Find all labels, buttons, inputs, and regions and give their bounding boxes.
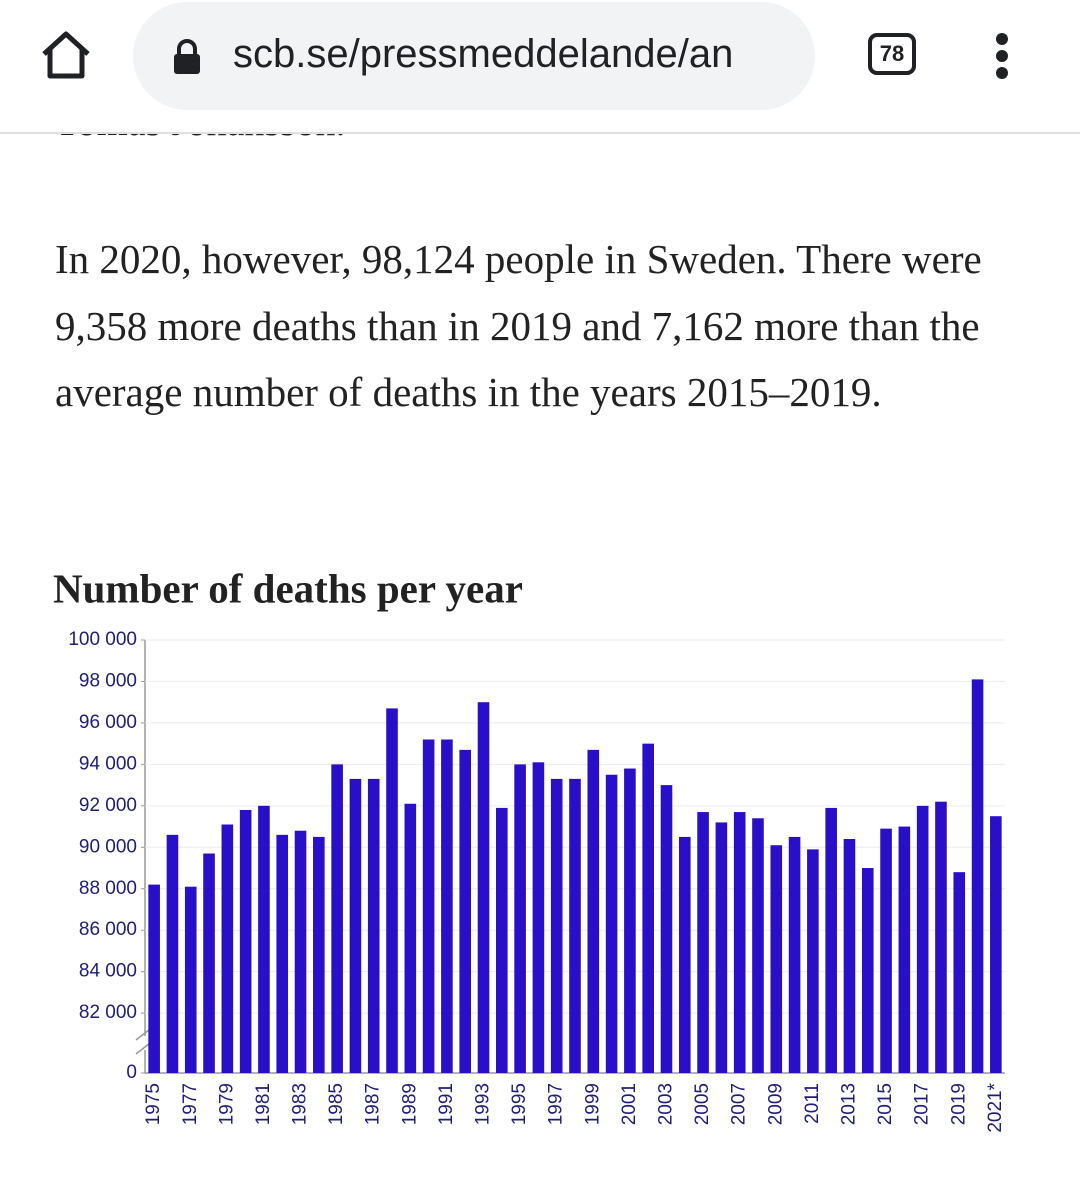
- tab-count[interactable]: 78: [868, 33, 916, 75]
- bar: [898, 826, 911, 1073]
- bar: [422, 739, 435, 1073]
- y-tick-label: 86 000: [79, 919, 137, 940]
- x-tick-label: 1975: [143, 1083, 164, 1125]
- bar: [294, 830, 307, 1073]
- bar: [477, 702, 490, 1073]
- x-tick-label: 2007: [729, 1083, 750, 1125]
- bar: [660, 785, 673, 1073]
- bar: [367, 778, 380, 1073]
- x-tick-label: 1981: [253, 1083, 274, 1125]
- x-tick-label: 1991: [436, 1083, 457, 1125]
- bar: [733, 812, 746, 1073]
- bar: [752, 818, 764, 1073]
- x-tick-label: 1987: [363, 1083, 384, 1125]
- y-tick-label: 82 000: [79, 1002, 137, 1023]
- y-tick-label: 90 000: [79, 836, 137, 857]
- browser-toolbar: scb.se/pressmeddelande/an 78: [0, 0, 1080, 134]
- y-tick-label: 0: [126, 1062, 137, 1083]
- bar: [441, 739, 453, 1073]
- x-tick-label: 1977: [180, 1083, 201, 1125]
- bar: [276, 834, 289, 1073]
- bar: [514, 764, 526, 1073]
- bar: [715, 822, 728, 1073]
- bar: [642, 743, 654, 1073]
- bar: [587, 749, 600, 1073]
- bar: [825, 807, 837, 1073]
- bar: [569, 778, 581, 1073]
- lock-icon: [174, 39, 200, 74]
- bar: [605, 774, 618, 1073]
- bar: [459, 749, 472, 1073]
- bar: [697, 812, 709, 1073]
- bar: [203, 853, 215, 1073]
- bar: [935, 801, 947, 1073]
- x-tick-label: 2017: [912, 1083, 933, 1125]
- x-tick-label: 2009: [765, 1083, 786, 1125]
- y-tick-label: 100 000: [68, 629, 137, 650]
- bar: [184, 886, 197, 1073]
- bar: [239, 809, 252, 1073]
- bar: [971, 679, 984, 1073]
- bar: [550, 778, 563, 1073]
- x-tick-label: 2015: [875, 1083, 896, 1125]
- x-tick-label: 2005: [692, 1083, 713, 1125]
- bar: [349, 778, 362, 1073]
- y-tick-label: 98 000: [79, 670, 137, 691]
- x-tick-label: 2021*: [985, 1082, 1006, 1132]
- y-tick-label: 84 000: [79, 961, 137, 982]
- x-tick-label: 1983: [290, 1083, 311, 1125]
- bar: [788, 836, 801, 1073]
- bar: [624, 768, 636, 1073]
- y-tick-label: 92 000: [79, 795, 137, 816]
- bar: [258, 805, 270, 1073]
- y-tick-label: 94 000: [79, 753, 137, 774]
- x-tick-label: 1979: [216, 1083, 237, 1125]
- bar: [221, 824, 234, 1073]
- x-tick-label: 2013: [838, 1083, 859, 1125]
- bar: [916, 805, 929, 1073]
- paragraph: In 2020, however, 98,124 people in Swede…: [55, 236, 982, 415]
- x-tick-label: 1993: [473, 1083, 494, 1125]
- bar: [532, 762, 545, 1073]
- bar: [678, 836, 691, 1073]
- y-tick-label: 88 000: [79, 878, 137, 899]
- x-tick-label: 1995: [509, 1083, 530, 1125]
- address-bar[interactable]: scb.se/pressmeddelande/an: [133, 2, 815, 110]
- bar: [861, 868, 874, 1073]
- bar: [496, 807, 508, 1073]
- x-tick-label: 2001: [619, 1083, 640, 1125]
- x-tick-label: 2011: [802, 1083, 823, 1124]
- home-button[interactable]: [38, 30, 94, 80]
- bar: [166, 834, 179, 1073]
- x-tick-label: 1997: [546, 1083, 567, 1125]
- x-tick-label: 1999: [582, 1083, 603, 1125]
- bar: [148, 884, 160, 1073]
- bar: [770, 845, 783, 1073]
- url: scb.se/pressmeddelande/an: [233, 32, 734, 76]
- x-tick-label: 1989: [399, 1083, 420, 1125]
- x-tick-label: 2019: [948, 1083, 969, 1125]
- bar: [807, 849, 819, 1073]
- x-tick-label: 2003: [656, 1083, 677, 1125]
- y-tick-label: 96 000: [79, 712, 137, 733]
- bar: [404, 803, 417, 1073]
- chart-title: Number of deaths per year: [53, 565, 523, 611]
- bar: [990, 816, 1002, 1073]
- x-tick-label: 1985: [326, 1083, 347, 1125]
- bar: [843, 839, 856, 1073]
- bar: [953, 872, 966, 1073]
- bar: [880, 828, 892, 1073]
- bar: [313, 836, 325, 1073]
- menu-button[interactable]: [990, 32, 1014, 80]
- bar: [386, 708, 398, 1073]
- bar: [331, 764, 343, 1073]
